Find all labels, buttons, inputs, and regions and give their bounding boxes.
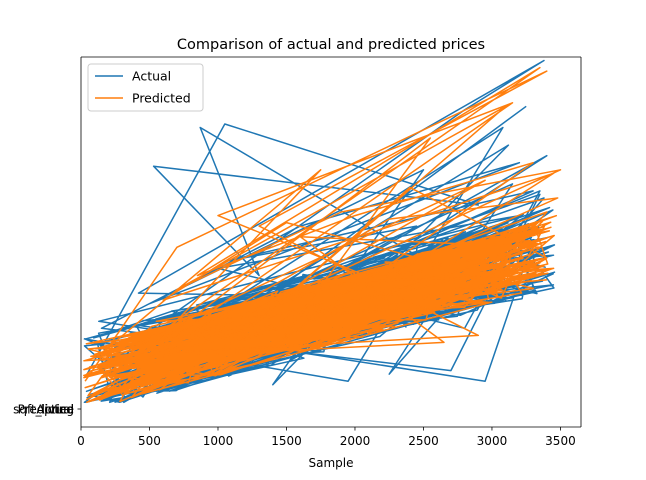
x-tick-label: 1000 (203, 434, 234, 448)
x-tick-label: 1500 (271, 434, 302, 448)
y-tick-label-1: price (44, 403, 74, 417)
x-tick-label: 3500 (545, 434, 576, 448)
axes-frame (80, 56, 582, 428)
x-axis-label: Sample (309, 456, 354, 470)
x-tick-label: 2500 (408, 434, 439, 448)
x-tick-label: 500 (138, 434, 161, 448)
y-tick-label-4: Predicted (18, 403, 74, 417)
legend-predicted-label: Predicted (132, 91, 191, 106)
x-axis-ticks: 0 500 1000 1500 2000 2500 3000 3500 (77, 427, 576, 448)
series-predicted-line (84, 66, 562, 382)
x-tick-label: 0 (77, 434, 85, 448)
legend-actual-label: Actual (132, 69, 171, 84)
legend: Actual Predicted (87, 63, 204, 112)
series-layer (83, 59, 562, 404)
x-tick-label: 3000 (477, 434, 508, 448)
x-tick-label: 2000 (340, 434, 371, 448)
y-tick-label-3: Actual (36, 403, 74, 417)
chart-title: Comparison of actual and predicted price… (177, 37, 485, 53)
y-axis-overlapping-ticks: price sqft_living Actual Predicted (13, 403, 81, 417)
y-tick-label-2: sqft_living (13, 403, 74, 417)
